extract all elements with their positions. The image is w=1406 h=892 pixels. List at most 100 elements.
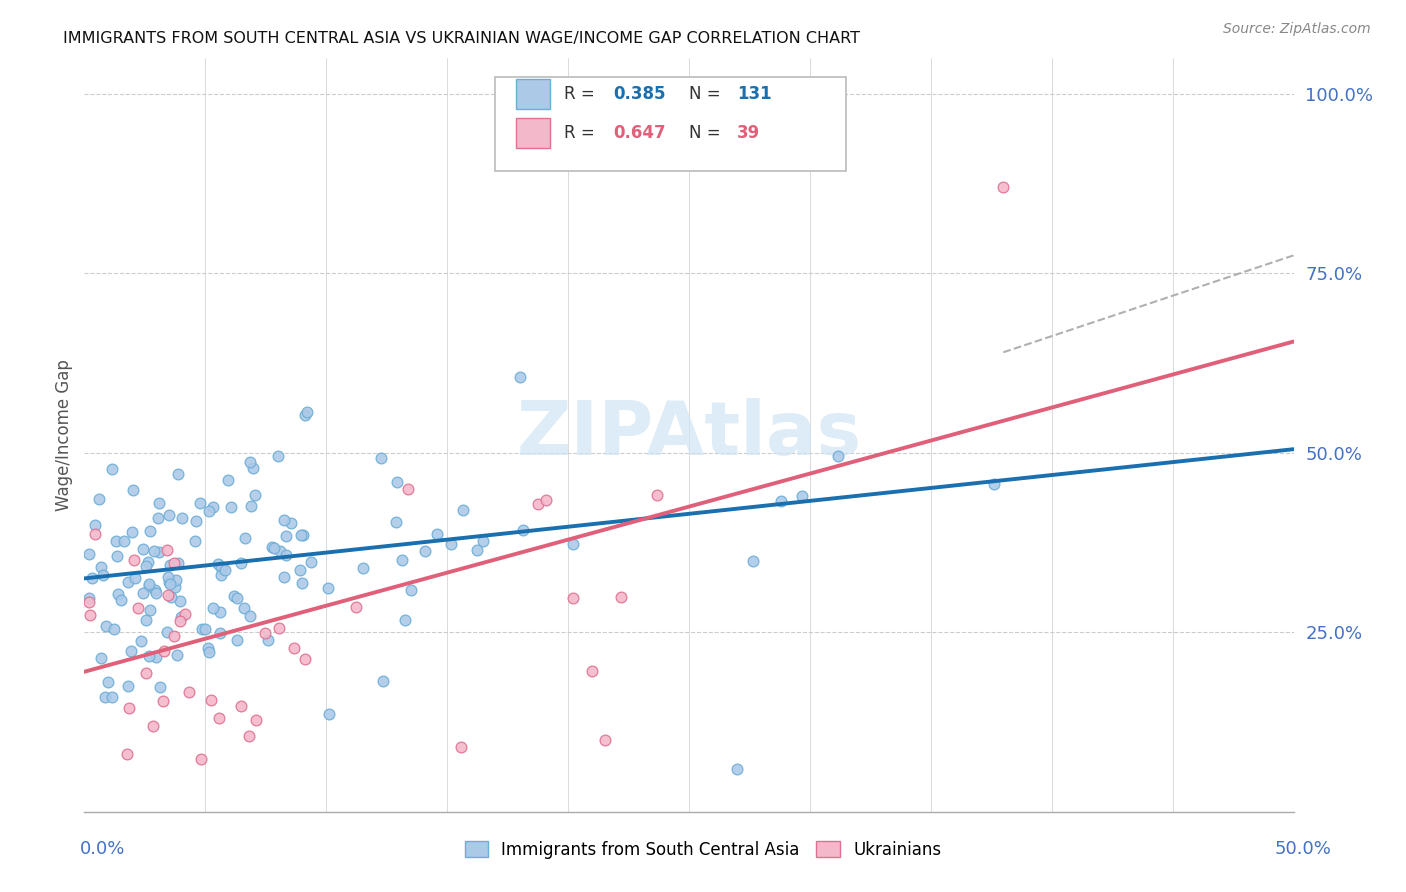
Point [79,608,101,623]
Point [217,473,239,487]
Point [132,542,155,557]
Point [370,450,392,465]
Point [226,632,249,647]
Point [149,680,172,694]
Point [110,593,132,607]
Point [101,462,124,476]
Point [179,685,201,699]
Point [124,571,146,585]
Point [169,614,191,628]
Point [174,607,197,622]
Text: R =: R = [564,124,600,143]
Point [83,527,105,541]
Point [115,747,138,762]
Point [562,591,585,605]
Point [983,477,1005,491]
Point [993,180,1015,194]
Point [103,623,125,637]
Point [148,496,170,510]
Point [595,733,617,747]
Point [184,514,207,528]
Point [188,495,211,509]
Text: N =: N = [689,85,725,103]
Point [295,405,318,419]
Point [155,624,177,639]
Point [299,555,322,569]
Text: 0.385: 0.385 [613,85,665,103]
Point [136,555,159,569]
Point [156,543,179,558]
Point [209,560,232,574]
Point [190,751,212,765]
Point [394,614,416,628]
Point [581,664,603,678]
Point [139,603,162,617]
Point [260,540,283,554]
Point [122,483,145,498]
Point [453,503,475,517]
Point [77,547,100,561]
Point [399,582,422,597]
Text: N =: N = [689,124,725,143]
Point [243,488,266,502]
Point [256,632,278,647]
Point [131,634,153,648]
Point [94,618,117,632]
Point [208,605,231,619]
Point [117,679,139,693]
Point [450,740,472,755]
Point [472,533,495,548]
Point [159,558,181,573]
Point [118,700,141,714]
Point [290,527,312,541]
Point [163,629,186,643]
Point [152,694,174,708]
Point [145,582,167,597]
Point [294,651,316,665]
Point [267,449,290,463]
Point [194,622,217,636]
Point [291,528,314,542]
Point [742,554,765,568]
Point [426,526,449,541]
Point [165,573,187,587]
Point [233,600,256,615]
Point [291,576,314,591]
Point [159,590,181,604]
Text: 0.647: 0.647 [613,124,665,143]
Point [225,591,247,606]
Point [509,370,531,384]
Text: 131: 131 [737,85,772,103]
Point [166,648,188,662]
Point [827,449,849,463]
Point [318,707,340,722]
Text: IMMIGRANTS FROM SOUTH CENTRAL ASIA VS UKRAINIAN WAGE/INCOME GAP CORRELATION CHAR: IMMIGRANTS FROM SOUTH CENTRAL ASIA VS UK… [63,31,860,46]
Point [148,511,170,525]
Point [467,543,489,558]
Point [263,541,285,555]
Point [209,626,232,640]
Bar [516,119,550,148]
Point [276,529,298,543]
Point [157,574,180,589]
Point [391,553,413,567]
Point [167,467,190,482]
Point [211,561,233,575]
Point [769,494,792,508]
Point [294,408,316,422]
Point [352,561,374,575]
Y-axis label: Wage/Income Gap: Wage/Income Gap [55,359,73,511]
Point [80,571,103,585]
Point [191,622,214,636]
Point [610,591,633,605]
Point [197,640,219,655]
FancyBboxPatch shape [495,77,846,171]
Point [77,595,100,609]
Point [198,645,221,659]
Point [105,534,128,549]
Text: Source: ZipAtlas.com: Source: ZipAtlas.com [1223,22,1371,37]
Text: 39: 39 [737,124,761,143]
Point [219,500,242,515]
Point [91,568,114,582]
Point [373,673,395,688]
